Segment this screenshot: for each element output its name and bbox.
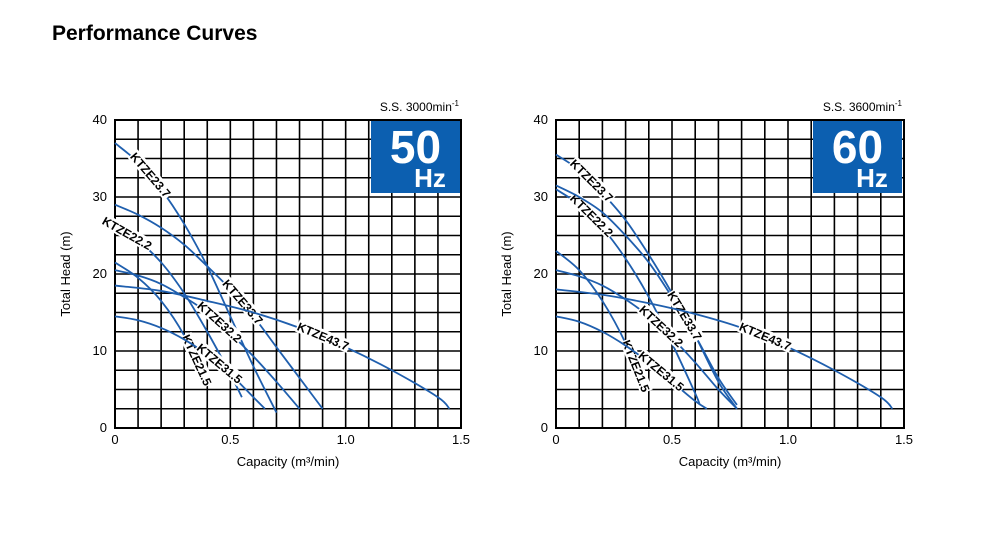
y-axis-title: Total Head (m) bbox=[499, 231, 514, 316]
x-tick-label: 0 bbox=[111, 432, 118, 447]
curve-label-bg bbox=[619, 337, 653, 395]
x-tick-label: 0 bbox=[552, 432, 559, 447]
curve-label-bg bbox=[194, 298, 245, 346]
plot-frame bbox=[555, 119, 905, 429]
x-tick-label: 1.5 bbox=[895, 432, 913, 447]
x-axis-title: Capacity (m³/min) bbox=[679, 454, 782, 469]
frequency-unit: Hz bbox=[414, 163, 446, 193]
curve-label-bg bbox=[635, 348, 688, 394]
x-axis-title: Capacity (m³/min) bbox=[237, 454, 340, 469]
curve-label-bg bbox=[664, 288, 705, 343]
curve-label-bg bbox=[567, 156, 617, 205]
curve-label-bg bbox=[194, 340, 246, 387]
frequency-value: 50 bbox=[390, 121, 441, 173]
frequency-unit: Hz bbox=[856, 163, 888, 193]
y-tick-label: 40 bbox=[534, 112, 548, 127]
frequency-value: 60 bbox=[832, 121, 883, 173]
x-tick-label: 1.0 bbox=[337, 432, 355, 447]
frequency-badge-box bbox=[813, 121, 902, 193]
curve-ktze31-5 bbox=[114, 315, 266, 410]
y-tick-label: 10 bbox=[93, 343, 107, 358]
y-tick-label: 40 bbox=[93, 112, 107, 127]
curve-label-bg bbox=[294, 319, 352, 353]
grid bbox=[555, 119, 905, 429]
y-axis-title: Total Head (m) bbox=[58, 231, 73, 316]
curve-label-bg bbox=[127, 149, 174, 201]
curve-label-bg bbox=[567, 190, 617, 240]
y-tick-label: 30 bbox=[534, 189, 548, 204]
x-tick-label: 0.5 bbox=[663, 432, 681, 447]
curve-ktze33-7 bbox=[555, 184, 738, 406]
y-tick-label: 0 bbox=[100, 420, 107, 435]
curve-label-bg bbox=[179, 331, 215, 389]
curve-label-bg bbox=[219, 276, 267, 328]
plot-frame bbox=[114, 119, 462, 429]
y-tick-label: 10 bbox=[534, 343, 548, 358]
x-tick-label: 1.5 bbox=[452, 432, 470, 447]
y-tick-label: 0 bbox=[541, 420, 548, 435]
frequency-badge-box bbox=[371, 121, 460, 193]
curve-ktze31-5 bbox=[555, 315, 708, 410]
y-tick-label: 20 bbox=[534, 266, 548, 281]
speed-label: S.S. 3600min-1 bbox=[823, 99, 903, 114]
x-tick-label: 0.5 bbox=[221, 432, 239, 447]
y-tick-label: 20 bbox=[93, 266, 107, 281]
curve-label-bg bbox=[99, 213, 155, 253]
page-title: Performance Curves bbox=[52, 22, 258, 45]
x-tick-label: 1.0 bbox=[779, 432, 797, 447]
y-tick-label: 30 bbox=[93, 189, 107, 204]
curve-label-bg bbox=[737, 319, 794, 353]
speed-label: S.S. 3000min-1 bbox=[380, 99, 460, 114]
curve-ktze33-7 bbox=[114, 203, 324, 410]
curve-label-bg bbox=[636, 302, 687, 350]
